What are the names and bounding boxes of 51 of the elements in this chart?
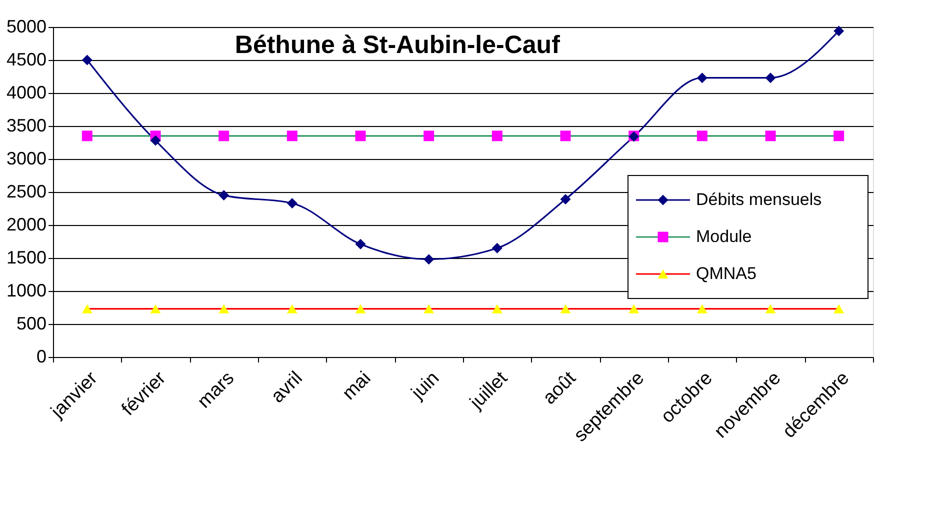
point [355,304,366,314]
point [82,304,92,314]
point [82,130,92,142]
point [150,304,161,314]
point [765,72,776,84]
y-tick-label: 1500 [6,248,46,268]
point [286,130,298,142]
point [424,130,434,142]
point [834,130,844,142]
point [218,304,230,314]
y-tick-label: 5000 [6,16,46,36]
point [150,135,161,146]
point [628,304,640,314]
point [560,130,571,142]
legend-label: Débits mensuels [696,190,822,209]
point [492,242,502,254]
point [765,130,776,142]
point [560,194,571,205]
point [424,254,434,265]
y-tick-label: 2000 [6,214,46,234]
point [834,304,844,314]
y-tick-label: 3000 [6,148,46,168]
x-tick-label: juin [407,368,444,404]
y-tick-label: 3500 [6,116,46,136]
legend-label: Module [696,227,752,246]
x-tick-label: mai [338,368,376,404]
point [492,304,502,314]
point [424,304,434,314]
point [218,130,230,142]
point [560,304,571,314]
point [696,304,708,314]
x-tick-label: août [539,367,581,409]
legend-label: QMNA5 [696,264,756,283]
point [355,130,366,142]
y-tick-label: 1000 [6,280,46,300]
point [834,26,844,36]
y-tick-label: 4500 [6,50,46,70]
y-tick-label: 0 [36,346,46,366]
chart-title: Béthune à St-Aubin-le-Cauf [234,31,561,59]
point [696,130,708,142]
point [286,198,298,208]
point [765,304,776,314]
point [492,130,502,142]
point [696,72,708,84]
y-tick-label: 4000 [6,82,46,102]
point [218,190,230,201]
point [286,304,298,314]
y-tick-label: 2500 [6,182,46,202]
y-tick-label: 500 [16,314,46,334]
point [355,238,366,250]
point [82,54,92,66]
